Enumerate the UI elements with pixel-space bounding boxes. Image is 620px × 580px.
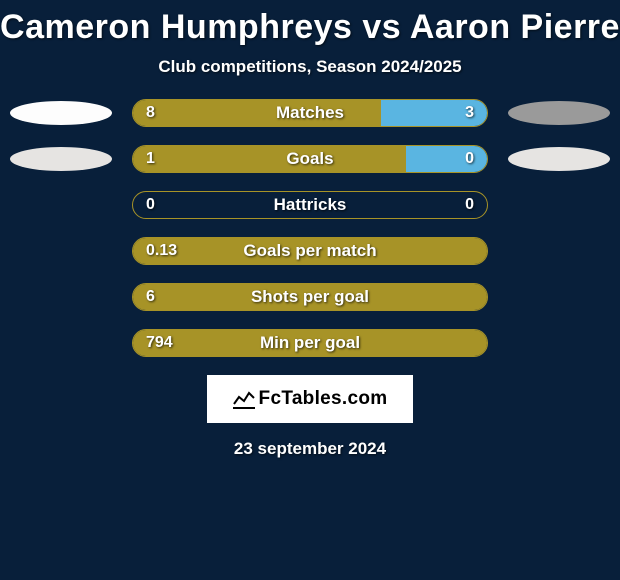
player-left-indicator <box>10 147 112 171</box>
stat-row: 00Hattricks <box>10 191 610 219</box>
stat-bar: 794Min per goal <box>132 329 488 357</box>
player-right-indicator <box>508 101 610 125</box>
bar-track <box>132 283 488 311</box>
brand-logo-text: FcTables.com <box>259 388 388 410</box>
stat-bar: 0.13Goals per match <box>132 237 488 265</box>
stat-row: 83Matches <box>10 99 610 127</box>
chart-icon <box>233 389 255 409</box>
stat-bar: 83Matches <box>132 99 488 127</box>
page-subtitle: Club competitions, Season 2024/2025 <box>0 57 620 77</box>
page-title: Cameron Humphreys vs Aaron Pierre <box>0 0 620 47</box>
bar-segment-left <box>133 284 487 310</box>
stat-bar: 6Shots per goal <box>132 283 488 311</box>
bar-track <box>132 191 488 219</box>
bar-segment-right <box>381 100 487 126</box>
date-text: 23 september 2024 <box>0 439 620 459</box>
stat-bar: 00Hattricks <box>132 191 488 219</box>
player-right-indicator <box>508 147 610 171</box>
bar-track <box>132 145 488 173</box>
bar-segment-left <box>133 330 487 356</box>
bar-track <box>132 99 488 127</box>
comparison-chart: 83Matches 10Goals 00Hattricks 0.13Goals per… <box>0 99 620 357</box>
stat-bar: 10Goals <box>132 145 488 173</box>
bar-track <box>132 237 488 265</box>
stat-row: 0.13Goals per match <box>10 237 610 265</box>
bar-track <box>132 329 488 357</box>
stat-row: 794Min per goal <box>10 329 610 357</box>
brand-logo: FcTables.com <box>207 375 413 423</box>
stat-row: 10Goals <box>10 145 610 173</box>
bar-segment-left <box>133 100 381 126</box>
bar-segment-left <box>133 238 487 264</box>
bar-segment-right <box>406 146 487 172</box>
player-left-indicator <box>10 101 112 125</box>
bar-segment-left <box>133 146 406 172</box>
stat-row: 6Shots per goal <box>10 283 610 311</box>
